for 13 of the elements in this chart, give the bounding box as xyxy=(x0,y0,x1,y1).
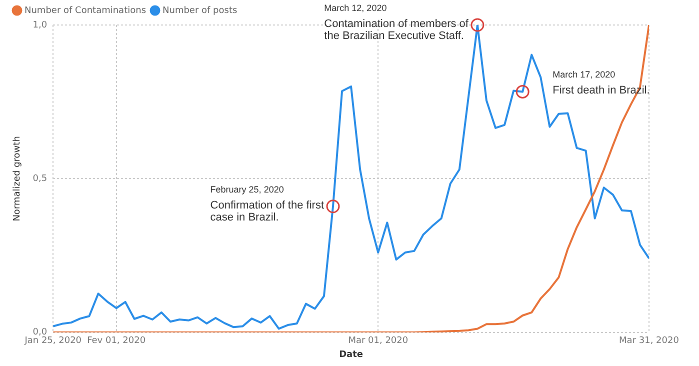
x-tick-label: Mar 01, 2020 xyxy=(348,336,408,346)
annotation: February 25, 2020 Confirmation of the first case in Brazil. xyxy=(210,184,324,224)
y-tick-label: 1,0 xyxy=(32,20,48,30)
x-tick-label: Jan 25, 2020 xyxy=(24,336,82,346)
y-tick-label: 0,5 xyxy=(32,174,48,184)
x-axis-title: Date xyxy=(339,350,364,360)
annotation: March 12, 2020 Contamination of members of the Brazilian Executive Staff. xyxy=(324,3,470,42)
x-tick-label: Mar 31, 2020 xyxy=(619,336,680,346)
legend-label: Number of posts xyxy=(162,6,238,16)
x-tick-label: Fev 01, 2020 xyxy=(87,336,146,346)
y-axis-title: Normalized growth xyxy=(12,136,23,222)
legend-label: Number of Contaminations xyxy=(24,6,146,16)
y-tick-label: 0,0 xyxy=(32,328,48,338)
